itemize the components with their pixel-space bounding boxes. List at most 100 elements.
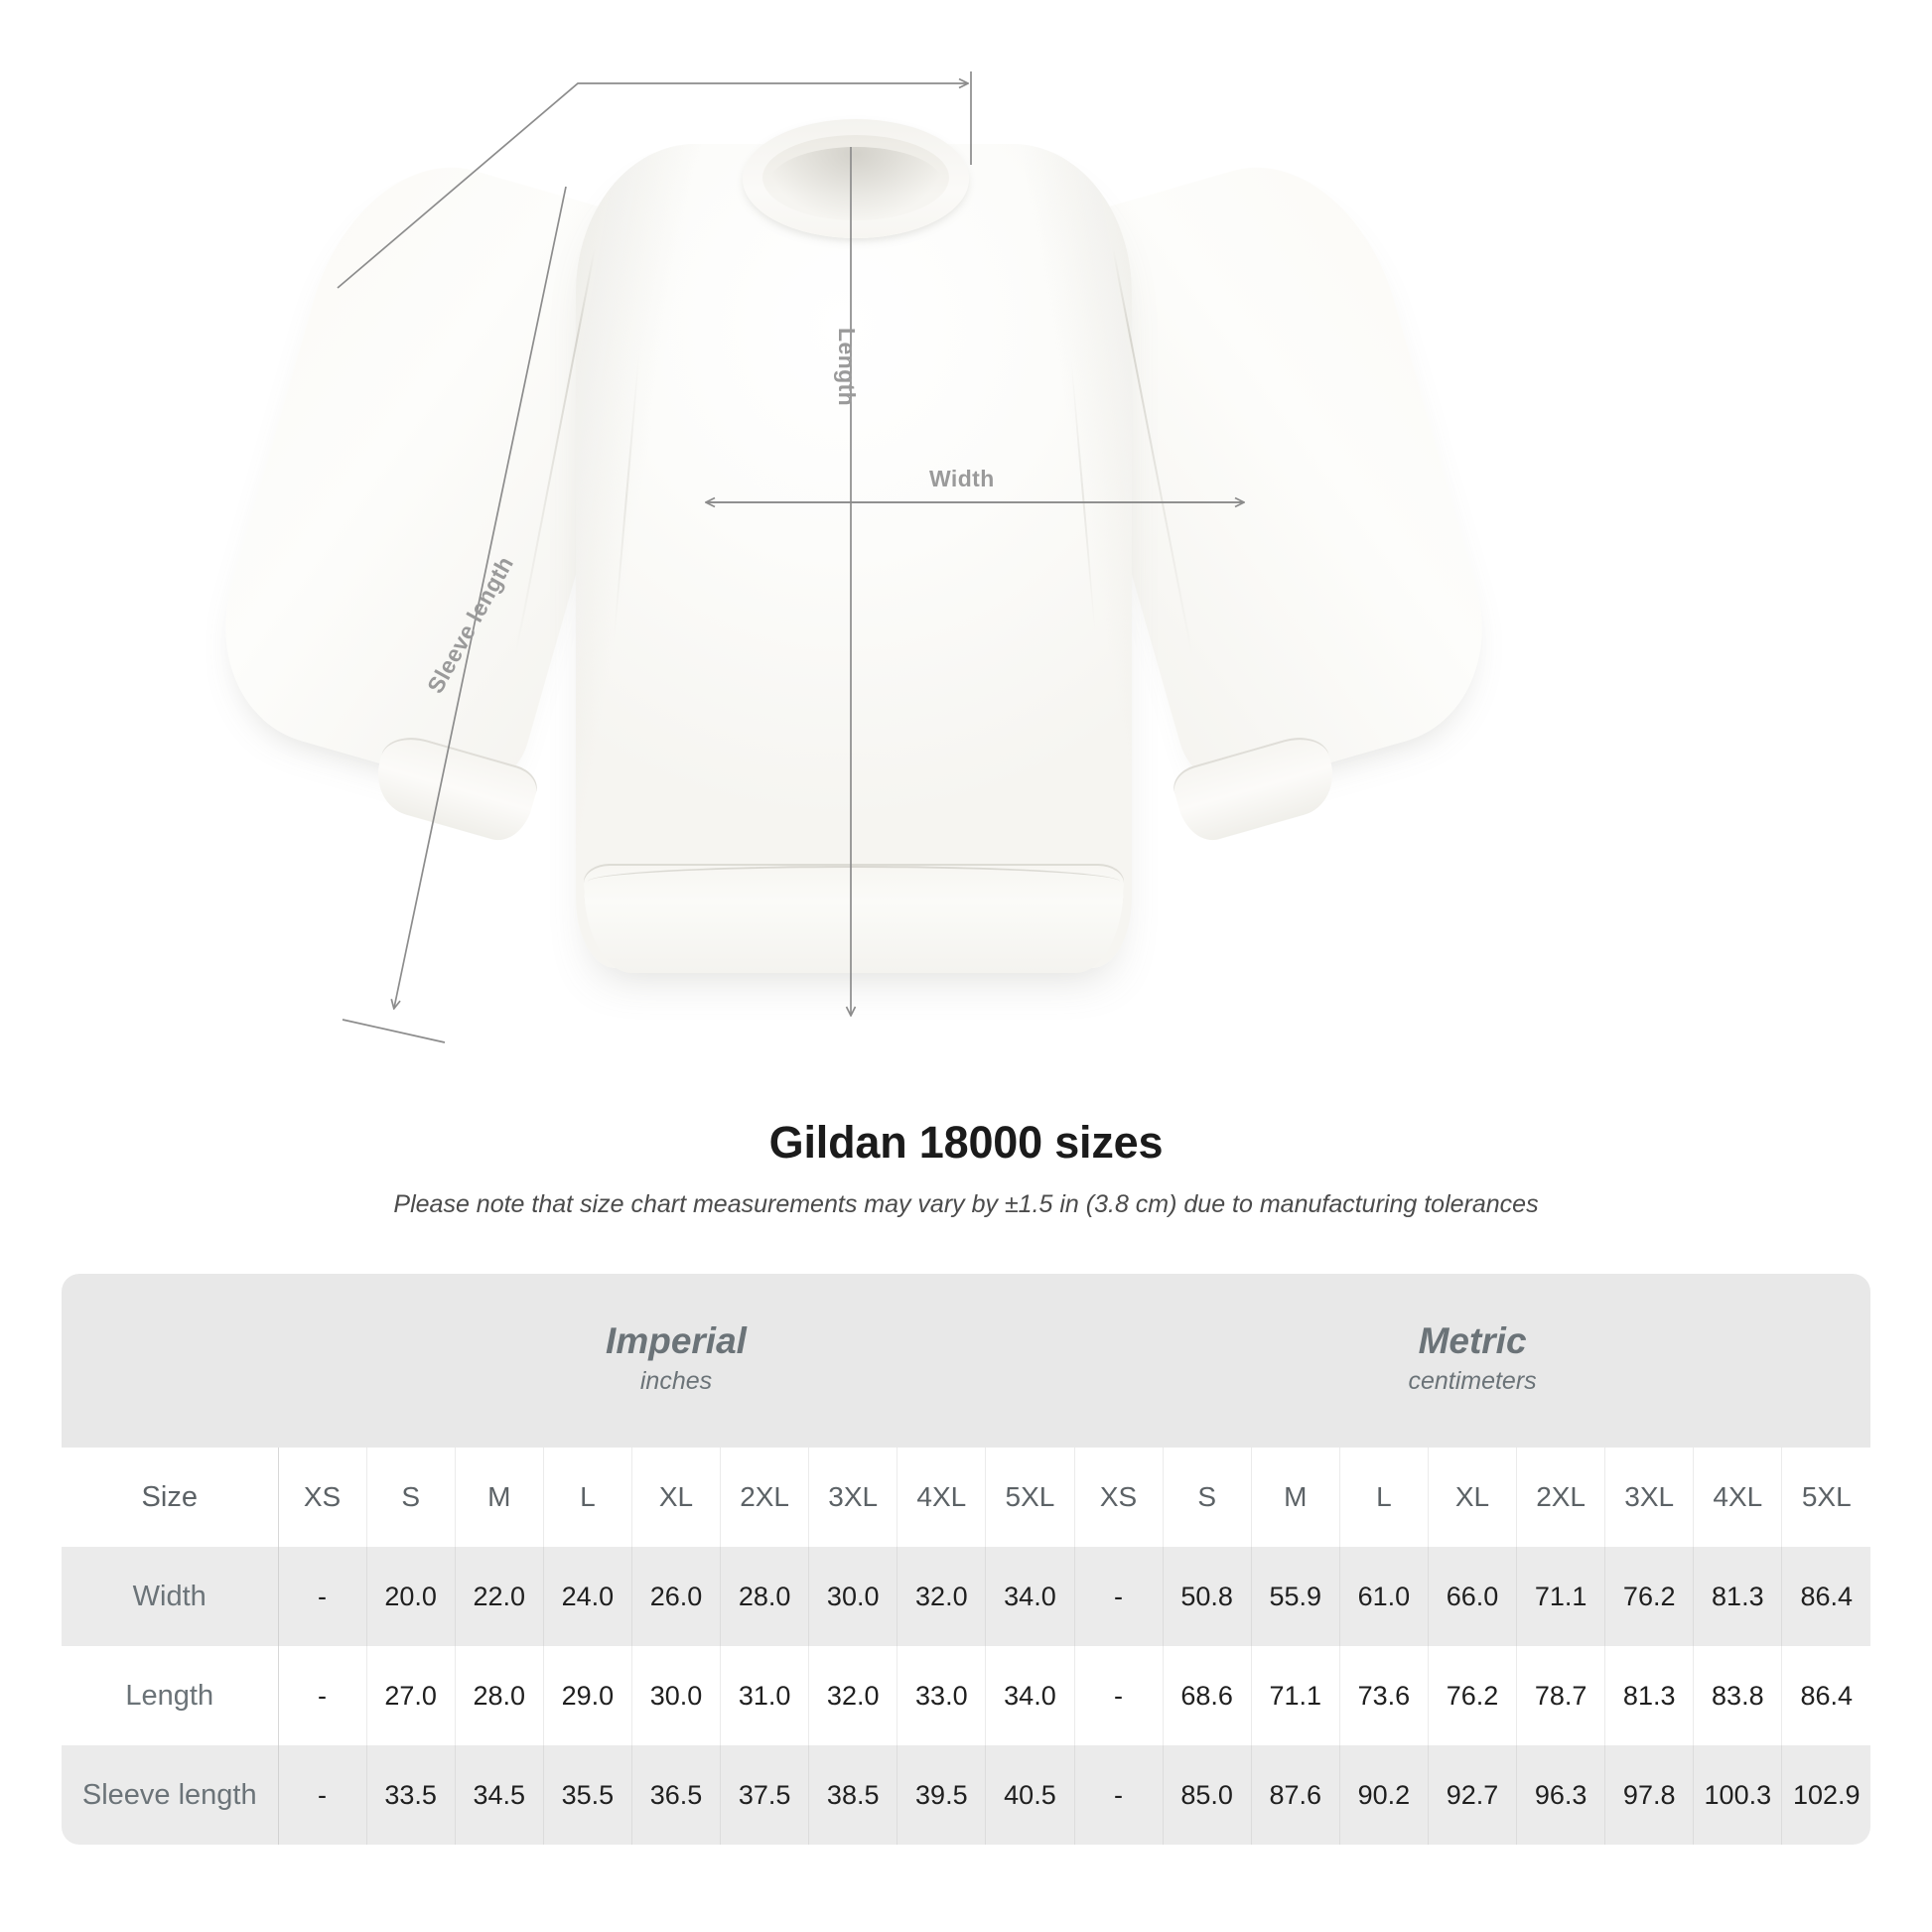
size-header-metric-xs: XS <box>1073 1448 1164 1547</box>
unit-banner-corner <box>62 1274 278 1448</box>
unit-system-name: Metric <box>1418 1320 1527 1362</box>
cell-length-metric-xs: - <box>1073 1646 1164 1745</box>
cell-sleeve-length-metric-xs: - <box>1073 1745 1164 1845</box>
cell-width-metric-m: 55.9 <box>1251 1547 1340 1646</box>
table-row: Sleeve length -33.5 34.5 35.5 36.5 37.5 38.5 39… <box>62 1745 1871 1845</box>
size-header-metric-xl: XL <box>1428 1448 1518 1547</box>
measurement-label-length: Length <box>62 1646 279 1745</box>
size-header-imperial-2xl: 2XL <box>720 1448 810 1547</box>
cell-sleeve-length-metric-xl: 92.7 <box>1428 1745 1518 1845</box>
cell-length-imperial-4xl: 33.0 <box>897 1646 987 1745</box>
size-header-imperial-3xl: 3XL <box>808 1448 898 1547</box>
cell-width-imperial-4xl: 32.0 <box>897 1547 987 1646</box>
chart-title-block: Gildan 18000 sizes Please note that size… <box>0 1117 1932 1219</box>
cell-length-imperial-l: 29.0 <box>543 1646 632 1745</box>
size-header-imperial-xl: XL <box>631 1448 722 1547</box>
cell-sleeve-length-metric-4xl: 100.3 <box>1693 1745 1783 1845</box>
unit-system-subtitle: inches <box>639 1367 713 1396</box>
cell-length-metric-m: 71.1 <box>1251 1646 1340 1745</box>
size-header-metric-3xl: 3XL <box>1604 1448 1695 1547</box>
size-header-imperial-s: S <box>366 1448 456 1547</box>
cell-length-imperial-xl: 30.0 <box>631 1646 722 1745</box>
size-header-imperial-4xl: 4XL <box>897 1448 987 1547</box>
table-row: Length -27.0 28.0 29.0 30.0 31.0 32.0 33.0 34.0-… <box>62 1646 1871 1745</box>
size-diagram: Length Width Sleeve length <box>196 71 1608 1052</box>
cell-sleeve-length-imperial-s: 33.5 <box>366 1745 456 1845</box>
hem-seam <box>588 866 1120 882</box>
cell-sleeve-length-metric-3xl: 97.8 <box>1604 1745 1695 1845</box>
cell-width-imperial-2xl: 28.0 <box>720 1547 810 1646</box>
unit-system-subtitle: centimeters <box>1408 1367 1537 1396</box>
measurement-label-width: Width <box>62 1547 279 1646</box>
unit-header-metric: Metric centimeters <box>1074 1274 1871 1448</box>
length-measure-label: Length <box>834 328 860 407</box>
cell-width-metric-s: 50.8 <box>1163 1547 1252 1646</box>
cell-width-imperial-l: 24.0 <box>543 1547 632 1646</box>
cell-length-imperial-m: 28.0 <box>455 1646 544 1745</box>
cell-sleeve-length-imperial-m: 34.5 <box>455 1745 544 1845</box>
cell-width-metric-4xl: 81.3 <box>1693 1547 1783 1646</box>
cell-width-imperial-s: 20.0 <box>366 1547 456 1646</box>
size-header-metric-5xl: 5XL <box>1781 1448 1871 1547</box>
cell-sleeve-length-imperial-3xl: 38.5 <box>808 1745 898 1845</box>
size-header-metric-2xl: 2XL <box>1516 1448 1606 1547</box>
cell-length-imperial-3xl: 32.0 <box>808 1646 898 1745</box>
cell-sleeve-length-imperial-5xl: 40.5 <box>985 1745 1075 1845</box>
cell-width-imperial-3xl: 30.0 <box>808 1547 898 1646</box>
cell-length-imperial-s: 27.0 <box>366 1646 456 1745</box>
cell-sleeve-length-metric-m: 87.6 <box>1251 1745 1340 1845</box>
cell-sleeve-length-metric-2xl: 96.3 <box>1516 1745 1606 1845</box>
size-header-metric-m: M <box>1251 1448 1340 1547</box>
size-header-imperial-5xl: 5XL <box>985 1448 1075 1547</box>
size-row-header-label: Size <box>62 1448 279 1547</box>
cell-width-imperial-xl: 26.0 <box>631 1547 722 1646</box>
unit-system-name: Imperial <box>606 1320 747 1362</box>
table-row: Width -20.0 22.0 24.0 26.0 28.0 30.0 32.0 34.0-5… <box>62 1547 1871 1646</box>
cell-length-metric-s: 68.6 <box>1163 1646 1252 1745</box>
garment-body-shading <box>576 144 1132 968</box>
garment-illustration <box>196 99 1608 1052</box>
cell-width-metric-3xl: 76.2 <box>1604 1547 1695 1646</box>
collar-shadow <box>768 147 943 220</box>
cell-sleeve-length-metric-s: 85.0 <box>1163 1745 1252 1845</box>
cell-width-imperial-5xl: 34.0 <box>985 1547 1075 1646</box>
cell-length-imperial-5xl: 34.0 <box>985 1646 1075 1745</box>
page-title: Gildan 18000 sizes <box>768 1117 1164 1168</box>
cell-length-metric-l: 73.6 <box>1339 1646 1429 1745</box>
cell-sleeve-length-imperial-2xl: 37.5 <box>720 1745 810 1845</box>
cell-width-metric-2xl: 71.1 <box>1516 1547 1606 1646</box>
measurement-label-sleeve-length: Sleeve length <box>62 1745 279 1845</box>
size-header-imperial-l: L <box>543 1448 632 1547</box>
unit-header-imperial: Imperial inches <box>278 1274 1074 1448</box>
cell-width-imperial-m: 22.0 <box>455 1547 544 1646</box>
cell-width-metric-5xl: 86.4 <box>1781 1547 1871 1646</box>
cell-sleeve-length-imperial-xl: 36.5 <box>631 1745 722 1845</box>
width-measure-label: Width <box>929 466 995 491</box>
cell-width-metric-xs: - <box>1073 1547 1164 1646</box>
size-chart-table-wrap: Imperial inches Metric centimeters Size XS S M… <box>62 1274 1871 1845</box>
tolerance-note: Please note that size chart measurements… <box>393 1190 1539 1218</box>
cell-length-imperial-2xl: 31.0 <box>720 1646 810 1745</box>
size-header-metric-l: L <box>1339 1448 1429 1547</box>
cell-sleeve-length-imperial-xs: - <box>278 1745 367 1845</box>
size-header-metric-4xl: 4XL <box>1693 1448 1783 1547</box>
unit-banner-row: Imperial inches Metric centimeters <box>62 1274 1871 1448</box>
hem-ribbing <box>584 864 1124 973</box>
size-header-imperial-xs: XS <box>278 1448 367 1547</box>
size-header-imperial-m: M <box>455 1448 544 1547</box>
cell-width-imperial-xs: - <box>278 1547 367 1646</box>
cell-length-metric-xl: 76.2 <box>1428 1646 1518 1745</box>
cell-length-metric-2xl: 78.7 <box>1516 1646 1606 1745</box>
size-chart-body: Width -20.0 22.0 24.0 26.0 28.0 30.0 32.0 34.0-5… <box>62 1547 1871 1845</box>
cell-width-metric-l: 61.0 <box>1339 1547 1429 1646</box>
size-header-metric-s: S <box>1163 1448 1252 1547</box>
cell-length-imperial-xs: - <box>278 1646 367 1745</box>
cell-sleeve-length-imperial-l: 35.5 <box>543 1745 632 1845</box>
cell-sleeve-length-metric-l: 90.2 <box>1339 1745 1429 1845</box>
cell-sleeve-length-metric-5xl: 102.9 <box>1781 1745 1871 1845</box>
cell-length-metric-3xl: 81.3 <box>1604 1646 1695 1745</box>
cell-length-metric-4xl: 83.8 <box>1693 1646 1783 1745</box>
cell-width-metric-xl: 66.0 <box>1428 1547 1518 1646</box>
size-header-row: Size XS S M L XL 2XL 3XL 4XL 5XL XS S M L XL 2XL 3XL 4XL 5… <box>62 1448 1871 1547</box>
cell-sleeve-length-imperial-4xl: 39.5 <box>897 1745 987 1845</box>
